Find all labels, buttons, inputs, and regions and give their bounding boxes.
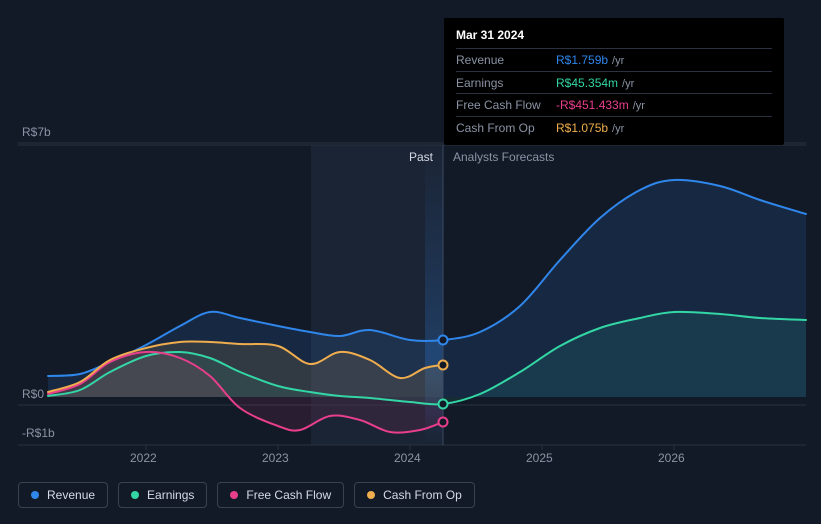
- tooltip-metric-value: -R$451.433m: [556, 96, 629, 114]
- tooltip-row: Cash From OpR$1.075b/yr: [456, 116, 772, 138]
- legend-label: Free Cash Flow: [246, 488, 331, 502]
- chart-legend: Revenue Earnings Free Cash Flow Cash From O…: [18, 482, 475, 508]
- tooltip-unit: /yr: [622, 76, 634, 93]
- legend-dot-icon: [367, 491, 375, 499]
- legend-item-earnings[interactable]: Earnings: [118, 482, 207, 508]
- financials-chart: R$7b R$0 -R$1b 2022 2023 2024 2025 2026 Past A…: [0, 0, 821, 524]
- tooltip-metric-label: Free Cash Flow: [456, 96, 556, 114]
- legend-label: Cash From Op: [383, 488, 462, 502]
- tooltip-unit: /yr: [612, 53, 624, 70]
- legend-item-free-cash-flow[interactable]: Free Cash Flow: [217, 482, 344, 508]
- tooltip-metric-value: R$1.759b: [556, 51, 608, 69]
- tooltip-metric-value: R$45.354m: [556, 74, 618, 92]
- tooltip-metric-label: Revenue: [456, 51, 556, 69]
- legend-item-revenue[interactable]: Revenue: [18, 482, 108, 508]
- tooltip-row: EarningsR$45.354m/yr: [456, 71, 772, 93]
- legend-label: Earnings: [147, 488, 194, 502]
- tooltip-metric-value: R$1.075b: [556, 119, 608, 137]
- legend-label: Revenue: [47, 488, 95, 502]
- tooltip-metric-label: Earnings: [456, 74, 556, 92]
- legend-dot-icon: [131, 491, 139, 499]
- section-label-past: Past: [409, 150, 433, 164]
- tooltip-unit: /yr: [633, 98, 645, 115]
- legend-dot-icon: [230, 491, 238, 499]
- tooltip-date: Mar 31 2024: [456, 26, 772, 44]
- x-axis-label: 2024: [394, 451, 421, 465]
- tooltip-row: RevenueR$1.759b/yr: [456, 48, 772, 70]
- legend-item-cash-from-op[interactable]: Cash From Op: [354, 482, 475, 508]
- tooltip-unit: /yr: [612, 121, 624, 138]
- tooltip-metric-label: Cash From Op: [456, 119, 556, 137]
- section-label-forecast: Analysts Forecasts: [453, 150, 554, 164]
- legend-dot-icon: [31, 491, 39, 499]
- y-axis-label: R$7b: [22, 125, 51, 139]
- tooltip-row: Free Cash Flow-R$451.433m/yr: [456, 93, 772, 115]
- y-axis-label: -R$1b: [22, 426, 55, 440]
- x-axis-label: 2025: [526, 451, 553, 465]
- x-axis-label: 2026: [658, 451, 685, 465]
- chart-tooltip: Mar 31 2024 RevenueR$1.759b/yrEarningsR$…: [444, 18, 784, 145]
- x-axis-label: 2023: [262, 451, 289, 465]
- x-axis-label: 2022: [130, 451, 157, 465]
- y-axis-label: R$0: [22, 387, 44, 401]
